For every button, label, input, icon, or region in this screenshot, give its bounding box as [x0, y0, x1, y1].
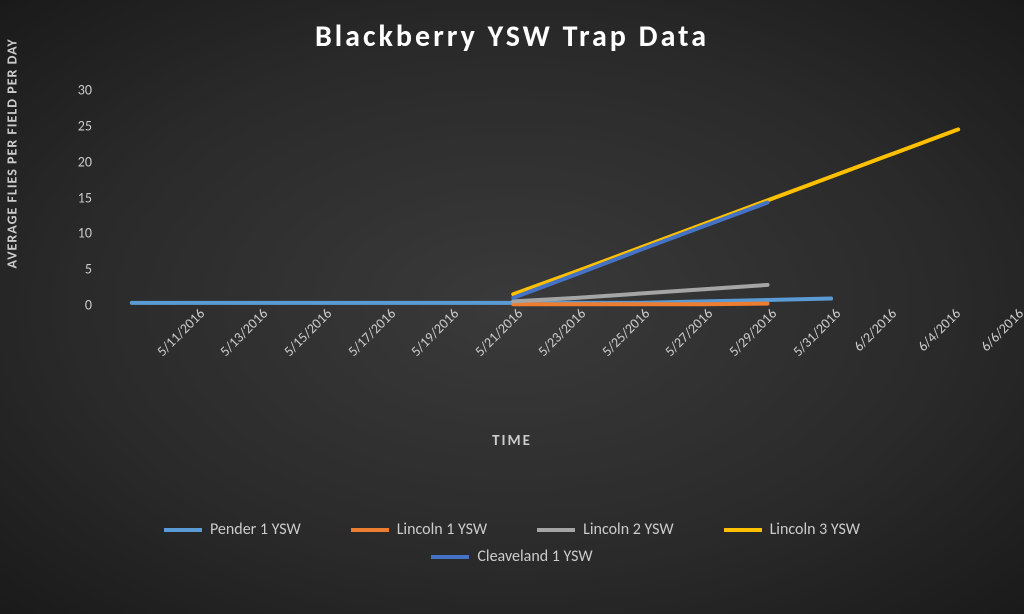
y-tick-label: 0: [85, 297, 100, 314]
x-tick-label: 5/17/2016: [344, 305, 399, 360]
x-tick-label: 5/27/2016: [662, 305, 717, 360]
legend-label: Lincoln 2 YSW: [583, 520, 673, 539]
legend-item: Lincoln 2 YSW: [537, 520, 673, 539]
chart-lines: [100, 90, 990, 305]
x-tick-label: 5/21/2016: [471, 305, 526, 360]
y-tick-label: 10: [78, 225, 100, 242]
series-line: [513, 129, 958, 294]
x-tick-label: 5/23/2016: [535, 305, 590, 360]
legend-item: Pender 1 YSW: [164, 520, 301, 539]
y-tick-label: 15: [78, 189, 100, 206]
x-tick-label: 6/2/2016: [850, 305, 900, 355]
x-tick-label: 5/25/2016: [598, 305, 653, 360]
x-tick-label: 6/4/2016: [914, 305, 964, 355]
legend-swatch: [431, 555, 469, 559]
x-axis-label: TIME: [0, 432, 1024, 450]
x-tick-label: 5/19/2016: [407, 305, 462, 360]
legend-item: Lincoln 3 YSW: [724, 520, 860, 539]
x-tick-label: 5/31/2016: [789, 305, 844, 360]
x-tick-label: 5/29/2016: [725, 305, 780, 360]
legend-swatch: [351, 528, 389, 532]
y-tick-label: 20: [78, 153, 100, 170]
legend-swatch: [164, 528, 202, 532]
x-tick-label: 5/15/2016: [280, 305, 335, 360]
x-tick-label: 5/13/2016: [217, 305, 272, 360]
series-line: [513, 203, 767, 298]
legend-label: Lincoln 3 YSW: [770, 520, 860, 539]
plot-area: 0510152025305/11/20165/13/20165/15/20165…: [100, 90, 990, 305]
y-tick-label: 25: [78, 117, 100, 134]
legend-item: Cleaveland 1 YSW: [431, 547, 592, 566]
chart-title: Blackberry YSW Trap Data: [0, 18, 1024, 55]
x-tick-label: 5/11/2016: [153, 305, 208, 360]
legend: Pender 1 YSW Lincoln 1 YSW Lincoln 2 YSW Li…: [0, 520, 1024, 566]
y-tick-label: 30: [78, 82, 100, 99]
legend-label: Pender 1 YSW: [210, 520, 301, 539]
y-axis-label: AVERAGE FLIES PER FIELD PER DAY: [4, 38, 21, 268]
legend-label: Lincoln 1 YSW: [397, 520, 487, 539]
x-tick-label: 6/6/2016: [977, 305, 1024, 355]
legend-label: Cleaveland 1 YSW: [477, 547, 592, 566]
legend-item: Lincoln 1 YSW: [351, 520, 487, 539]
y-tick-label: 5: [85, 261, 100, 278]
legend-swatch: [537, 528, 575, 532]
chart-container: Blackberry YSW Trap Data AVERAGE FLIES P…: [0, 0, 1024, 614]
legend-swatch: [724, 528, 762, 532]
